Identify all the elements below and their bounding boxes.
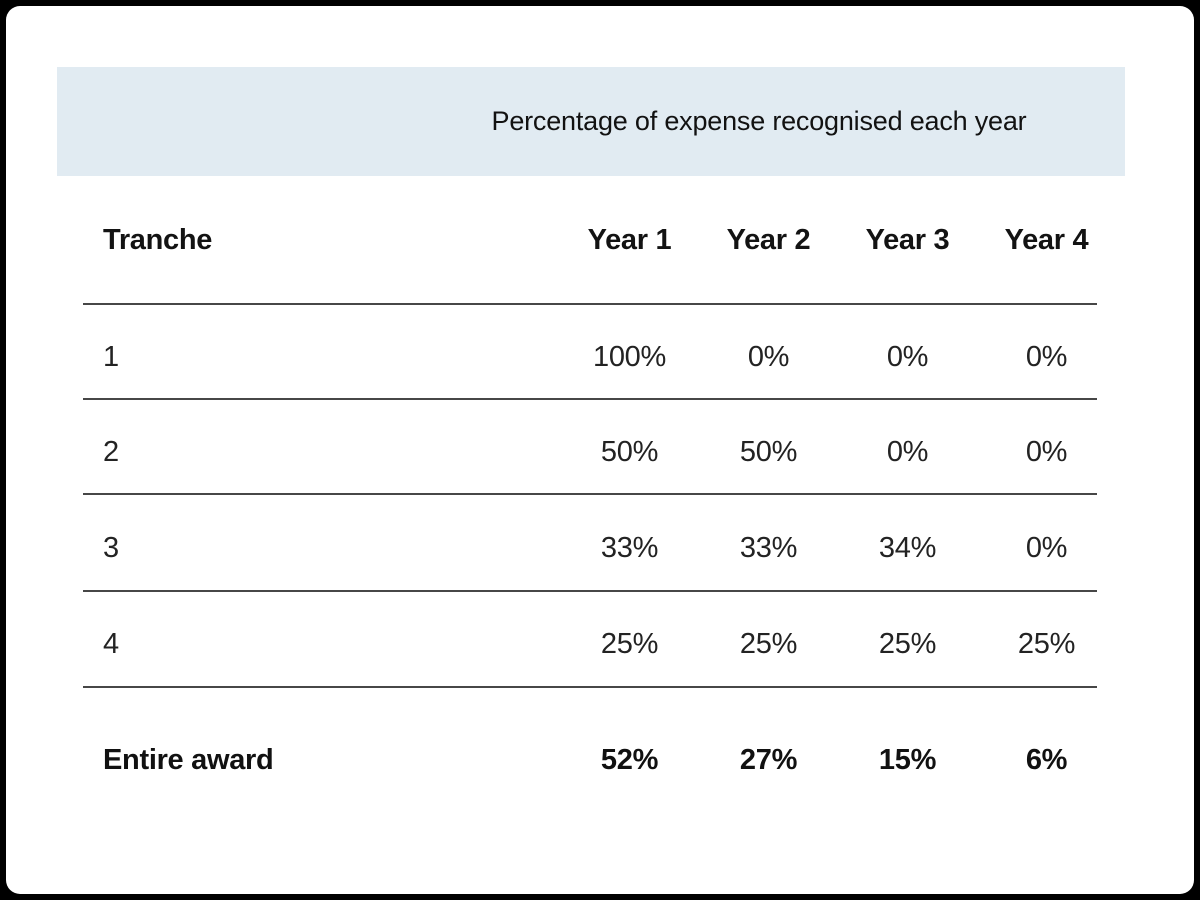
column-header-tranche: Tranche: [103, 224, 213, 256]
value-year2: 50%: [739, 435, 798, 468]
total-year3: 15%: [878, 743, 937, 776]
tranche-label: 4: [103, 628, 119, 660]
column-header-year3: Year 3: [865, 224, 950, 256]
column-header-year1: Year 1: [587, 224, 672, 256]
value-year3: 0%: [886, 340, 929, 373]
value-year2: 33%: [739, 531, 798, 564]
table-card: Percentage of expense recognised each ye…: [6, 6, 1194, 894]
value-year2: 0%: [747, 340, 790, 373]
table-total-row: Entire award 52% 27% 15% 6%: [83, 688, 1116, 832]
tranche-label: 2: [103, 435, 119, 468]
value-year4: 0%: [1025, 340, 1068, 373]
value-year3: 34%: [878, 531, 937, 564]
total-year4: 6%: [1025, 743, 1068, 776]
value-year3: 0%: [886, 435, 929, 468]
tranche-label: 1: [103, 340, 119, 373]
expense-table: Tranche Year 1 Year 2 Year 3 Year 4 1 10…: [83, 176, 1116, 832]
table-row-tranche-1: 1 100% 0% 0% 0%: [83, 305, 1116, 400]
table-row-tranche-2: 2 50% 50% 0% 0%: [83, 400, 1116, 495]
table-header-row: Tranche Year 1 Year 2 Year 3 Year 4: [83, 176, 1116, 305]
total-label: Entire award: [103, 743, 274, 776]
table-row-tranche-4: 4 25% 25% 25% 25%: [83, 592, 1116, 688]
value-year3: 25%: [878, 628, 937, 660]
column-header-year2: Year 2: [726, 224, 811, 256]
table-title-band: Percentage of expense recognised each ye…: [57, 67, 1125, 176]
total-year2: 27%: [739, 743, 798, 776]
tranche-label: 3: [103, 531, 119, 564]
table-row-tranche-3: 3 33% 33% 34% 0%: [83, 495, 1116, 592]
value-year1: 33%: [600, 531, 659, 564]
value-year4: 25%: [1017, 628, 1076, 660]
value-year2: 25%: [739, 628, 798, 660]
value-year4: 0%: [1025, 435, 1068, 468]
value-year4: 0%: [1025, 531, 1068, 564]
column-header-year4: Year 4: [1004, 224, 1089, 256]
total-year1: 52%: [600, 743, 659, 776]
value-year1: 100%: [593, 340, 666, 373]
value-year1: 25%: [600, 628, 659, 660]
value-year1: 50%: [600, 435, 659, 468]
table-title: Percentage of expense recognised each ye…: [491, 106, 1027, 136]
